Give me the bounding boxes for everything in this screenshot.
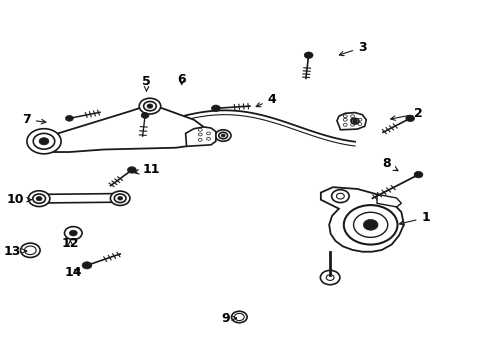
Circle shape xyxy=(39,138,49,145)
Circle shape xyxy=(304,52,313,58)
Circle shape xyxy=(159,122,165,126)
Circle shape xyxy=(236,315,243,319)
Circle shape xyxy=(127,167,136,173)
Circle shape xyxy=(231,311,247,323)
Polygon shape xyxy=(337,113,366,130)
Circle shape xyxy=(144,102,156,111)
Circle shape xyxy=(358,123,362,126)
Text: 1: 1 xyxy=(399,211,430,225)
Circle shape xyxy=(36,197,42,201)
Circle shape xyxy=(66,116,74,121)
Circle shape xyxy=(132,116,158,134)
Circle shape xyxy=(343,123,347,126)
Circle shape xyxy=(414,171,423,178)
Circle shape xyxy=(70,230,77,236)
Circle shape xyxy=(65,226,82,239)
Circle shape xyxy=(221,134,225,137)
Circle shape xyxy=(26,247,35,253)
Circle shape xyxy=(351,118,355,121)
Circle shape xyxy=(138,120,152,130)
Circle shape xyxy=(207,132,211,135)
Circle shape xyxy=(354,212,388,237)
Text: 5: 5 xyxy=(142,75,151,91)
Circle shape xyxy=(212,105,220,112)
Circle shape xyxy=(33,134,55,149)
Text: 4: 4 xyxy=(256,93,276,107)
Text: 12: 12 xyxy=(62,237,79,250)
Polygon shape xyxy=(36,194,122,203)
Polygon shape xyxy=(40,105,205,152)
Circle shape xyxy=(344,205,397,244)
Circle shape xyxy=(337,193,344,199)
Polygon shape xyxy=(186,127,216,146)
Circle shape xyxy=(216,130,231,141)
Text: 10: 10 xyxy=(7,193,31,206)
Circle shape xyxy=(343,115,347,118)
Circle shape xyxy=(142,123,148,127)
Circle shape xyxy=(141,113,149,118)
Circle shape xyxy=(358,118,362,121)
Text: 13: 13 xyxy=(3,244,26,257)
Circle shape xyxy=(320,270,340,285)
Circle shape xyxy=(326,275,334,280)
Polygon shape xyxy=(321,187,404,252)
Circle shape xyxy=(139,98,161,114)
Circle shape xyxy=(353,120,357,123)
Text: 6: 6 xyxy=(177,73,186,86)
Circle shape xyxy=(207,137,211,140)
Circle shape xyxy=(110,191,130,206)
Circle shape xyxy=(118,197,122,200)
Circle shape xyxy=(27,129,61,154)
Text: 11: 11 xyxy=(134,163,160,176)
Text: 3: 3 xyxy=(339,41,367,56)
Circle shape xyxy=(351,123,355,126)
Text: 8: 8 xyxy=(383,157,398,171)
Circle shape xyxy=(351,118,359,124)
Circle shape xyxy=(198,133,202,136)
Circle shape xyxy=(363,220,378,230)
Polygon shape xyxy=(377,194,401,207)
Text: 9: 9 xyxy=(221,311,236,325)
Circle shape xyxy=(234,314,244,320)
Circle shape xyxy=(28,191,50,207)
Circle shape xyxy=(147,104,153,108)
Circle shape xyxy=(354,121,356,122)
Circle shape xyxy=(406,115,415,122)
Circle shape xyxy=(351,115,355,118)
Text: 14: 14 xyxy=(65,266,82,279)
Circle shape xyxy=(33,194,46,203)
Text: 7: 7 xyxy=(22,113,46,126)
Circle shape xyxy=(332,190,349,203)
Circle shape xyxy=(21,243,40,257)
Text: 2: 2 xyxy=(391,107,423,120)
Circle shape xyxy=(198,129,202,131)
Circle shape xyxy=(343,118,347,121)
Circle shape xyxy=(24,246,36,255)
Circle shape xyxy=(114,194,126,203)
Circle shape xyxy=(198,138,202,141)
Circle shape xyxy=(82,262,92,269)
Circle shape xyxy=(219,132,227,139)
